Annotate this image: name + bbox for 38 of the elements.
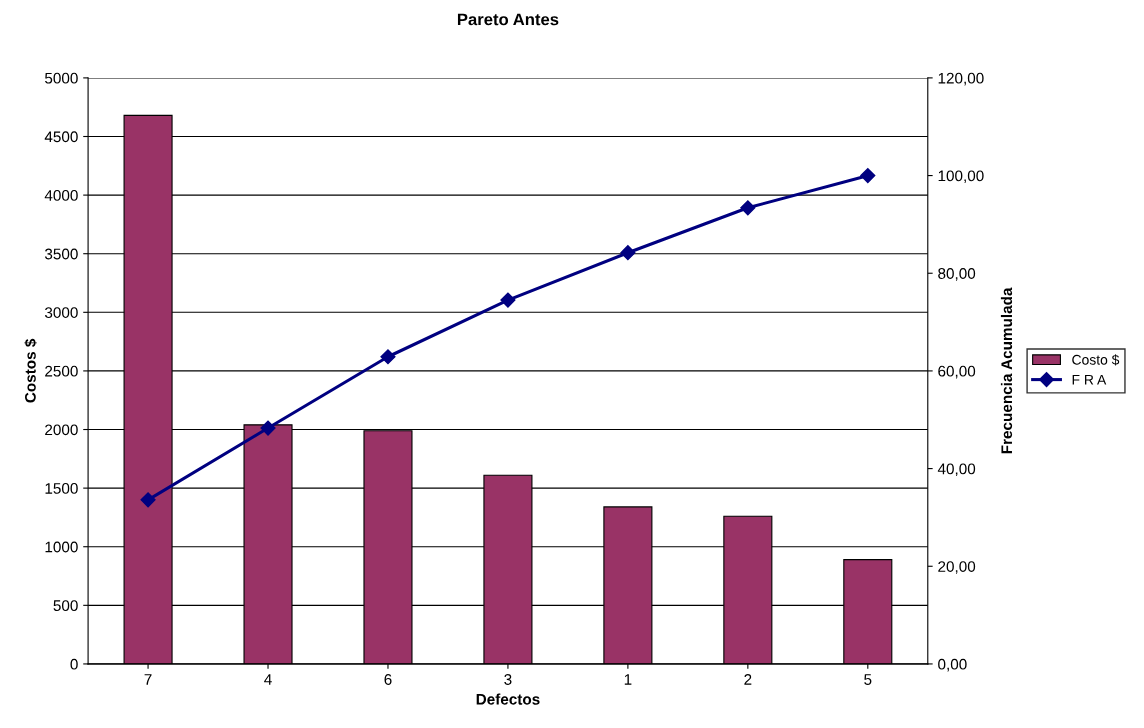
x-tick-label: 3 <box>504 674 512 685</box>
point <box>500 292 516 308</box>
y2-axis-title: Frecuencia Acumulada <box>1000 287 1013 454</box>
y-tick-label: 5000 <box>44 72 78 84</box>
y2-tick-label: 120,00 <box>938 72 984 86</box>
point <box>740 200 756 216</box>
x-tick-label: 5 <box>864 674 872 685</box>
y2-tick-label: 80,00 <box>938 268 976 281</box>
y-tick-label: 500 <box>53 600 78 612</box>
point <box>140 492 156 508</box>
legend-label: Costo $ <box>1072 354 1120 366</box>
x-tick-label: 6 <box>384 674 392 685</box>
x-tick-label: 1 <box>624 674 632 685</box>
y-tick-label: 1500 <box>45 482 78 494</box>
y2-tick-label: 100,00 <box>938 170 984 184</box>
x-tick-label: 2 <box>744 674 752 685</box>
y-tick-label: 0 <box>70 658 78 670</box>
y-tick-label: 2500 <box>45 365 78 377</box>
y2-tick-label: 40,00 <box>937 463 976 477</box>
y-tick-label: 2000 <box>45 424 78 436</box>
x-axis-title: Defectos <box>476 693 540 705</box>
y-tick-label: 4500 <box>44 131 78 143</box>
y-axis-title: Costos $ <box>24 338 37 403</box>
y-tick-label: 4000 <box>44 189 78 201</box>
y2-tick-label: 60,00 <box>938 365 976 379</box>
x-tick-label: 7 <box>144 674 152 685</box>
y2-tick-label: 20,00 <box>938 561 976 574</box>
point <box>260 420 276 436</box>
y-tick-label: 3500 <box>44 248 78 260</box>
point <box>380 349 396 365</box>
y-tick-label: 1000 <box>45 541 78 553</box>
point <box>860 167 876 184</box>
y2-tick-label: 0,00 <box>938 658 967 672</box>
legend-label: F R A <box>1072 374 1107 385</box>
chart-title: Pareto Antes <box>457 13 559 26</box>
x-tick-label: 4 <box>264 674 272 685</box>
y-tick-label: 3000 <box>44 307 78 318</box>
point <box>620 245 636 261</box>
